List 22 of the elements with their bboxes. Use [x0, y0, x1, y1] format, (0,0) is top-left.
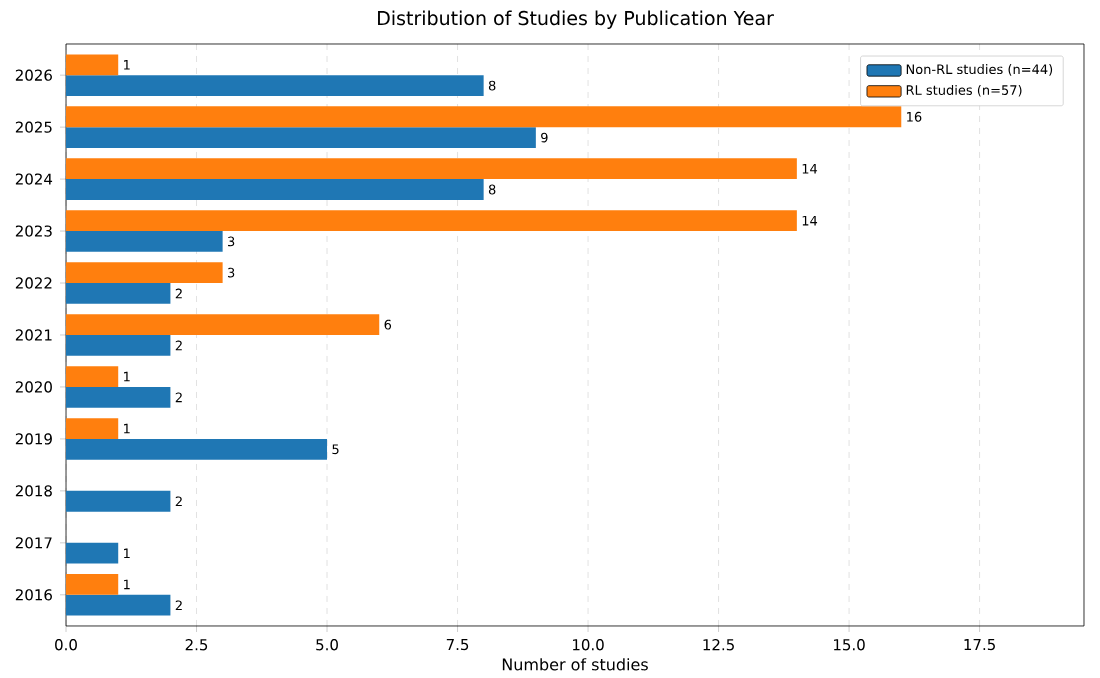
- bar: [66, 127, 536, 148]
- chart-title: Distribution of Studies by Publication Year: [378, 10, 774, 29]
- bar: [66, 386, 171, 408]
- bar: [66, 490, 171, 512]
- bar: [66, 54, 119, 76]
- bar: [66, 231, 223, 252]
- bar: [66, 210, 797, 232]
- bar: [66, 418, 119, 439]
- bar: [66, 366, 119, 387]
- bar: [66, 106, 902, 128]
- bar: [66, 542, 119, 564]
- x-axis-title: Number of studies: [502, 658, 648, 671]
- bar: [66, 438, 328, 460]
- bar: [66, 334, 171, 356]
- bar: [66, 314, 380, 335]
- bar: [66, 594, 171, 616]
- bar: [66, 179, 484, 200]
- bar: [66, 262, 223, 284]
- bar: [66, 75, 484, 96]
- bar: [66, 158, 797, 180]
- bar: [66, 574, 119, 595]
- bar: [66, 283, 171, 304]
